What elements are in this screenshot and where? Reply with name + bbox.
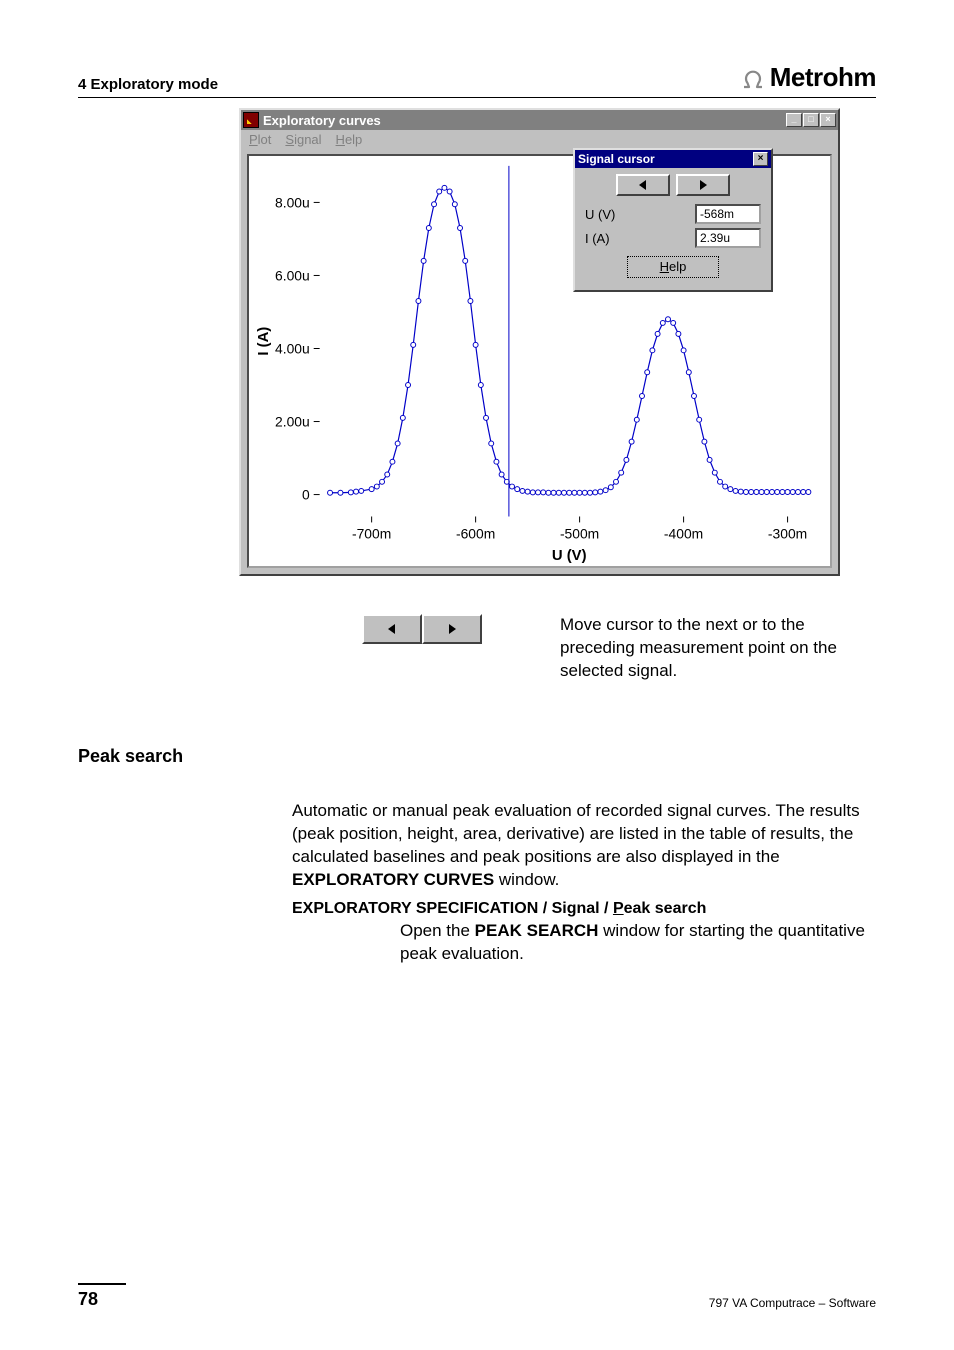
- exploratory-curves-window: Exploratory curves _ □ × Plot Signal Hel…: [239, 108, 840, 576]
- minimize-button[interactable]: _: [786, 113, 802, 127]
- product-name: 797 VA Computrace – Software: [709, 1296, 876, 1310]
- svg-text:8.00u: 8.00u: [275, 194, 310, 210]
- inline-prev-button[interactable]: [362, 614, 422, 644]
- inline-next-button[interactable]: [422, 614, 482, 644]
- cursor-dialog-titlebar: Signal cursor ×: [575, 150, 771, 168]
- i-label: I (A): [585, 231, 610, 246]
- window-title: Exploratory curves: [263, 113, 786, 128]
- page-header: 4 Exploratory mode Metrohm: [78, 62, 876, 98]
- brand-logo: Metrohm: [740, 62, 876, 93]
- window-titlebar: Exploratory curves _ □ ×: [241, 110, 838, 130]
- svg-text:-400m: -400m: [664, 525, 703, 541]
- svg-text:-700m: -700m: [352, 525, 391, 541]
- cursor-help-button[interactable]: Help: [627, 256, 719, 278]
- menu-plot[interactable]: Plot: [249, 132, 271, 148]
- svg-text:I (A): I (A): [256, 327, 272, 356]
- maximize-button[interactable]: □: [803, 113, 819, 127]
- menu-path-line: EXPLORATORY SPECIFICATION / Signal / Pea…: [292, 900, 876, 918]
- svg-text:-500m: -500m: [560, 525, 599, 541]
- u-value: -568m: [695, 204, 761, 224]
- svg-text:2.00u: 2.00u: [275, 413, 310, 429]
- page-footer: 78 797 VA Computrace – Software: [78, 1283, 876, 1310]
- svg-text:-600m: -600m: [456, 525, 495, 541]
- brand-omega-icon: [740, 67, 766, 89]
- svg-text:-300m: -300m: [768, 525, 807, 541]
- cursor-dialog-title: Signal cursor: [578, 152, 655, 166]
- svg-text:4.00u: 4.00u: [275, 340, 310, 356]
- menu-help[interactable]: Help: [336, 132, 363, 148]
- svg-text:U (V): U (V): [552, 548, 587, 564]
- page-number: 78: [78, 1283, 126, 1310]
- peak-search-heading: Peak search: [78, 746, 183, 767]
- cursor-prev-button[interactable]: [616, 174, 670, 196]
- brand-text: Metrohm: [770, 62, 876, 93]
- close-button[interactable]: ×: [820, 113, 836, 127]
- cursor-next-button[interactable]: [676, 174, 730, 196]
- svg-text:0: 0: [302, 487, 310, 503]
- peak-search-paragraph: Automatic or manual peak evaluation of r…: [292, 800, 876, 892]
- section-label: 4 Exploratory mode: [78, 76, 218, 93]
- window-menubar: Plot Signal Help: [241, 130, 838, 150]
- signal-cursor-dialog: Signal cursor × U (V) -568m I (A) 2.39u: [573, 148, 773, 292]
- u-label: U (V): [585, 207, 615, 222]
- window-app-icon: [243, 112, 259, 128]
- cursor-dialog-close-button[interactable]: ×: [753, 152, 768, 166]
- arrows-caption: Move cursor to the next or to the preced…: [560, 614, 876, 683]
- peak-search-open-paragraph: Open the PEAK SEARCH window for starting…: [400, 920, 876, 966]
- inline-cursor-arrows: [362, 614, 482, 644]
- i-value: 2.39u: [695, 228, 761, 248]
- svg-text:6.00u: 6.00u: [275, 267, 310, 283]
- menu-signal[interactable]: Signal: [285, 132, 321, 148]
